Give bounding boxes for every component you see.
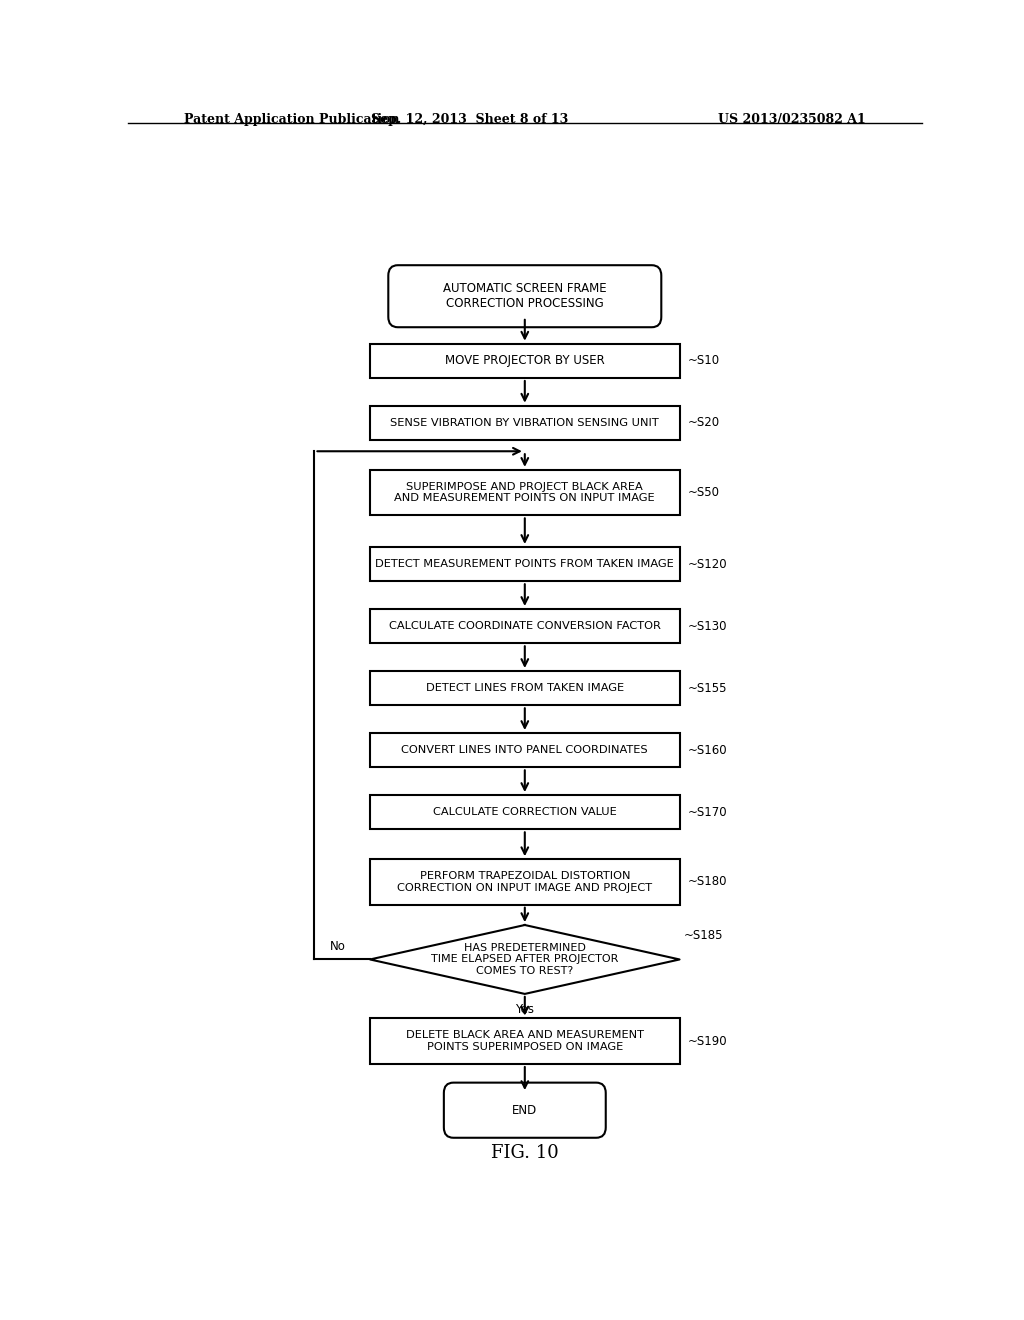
Text: ~S20: ~S20: [687, 416, 720, 429]
Text: HAS PREDETERMINED
TIME ELAPSED AFTER PROJECTOR
COMES TO REST?: HAS PREDETERMINED TIME ELAPSED AFTER PRO…: [431, 942, 618, 975]
Text: SUPERIMPOSE AND PROJECT BLACK AREA
AND MEASUREMENT POINTS ON INPUT IMAGE: SUPERIMPOSE AND PROJECT BLACK AREA AND M…: [394, 482, 655, 503]
Text: PERFORM TRAPEZOIDAL DISTORTION
CORRECTION ON INPUT IMAGE AND PROJECT: PERFORM TRAPEZOIDAL DISTORTION CORRECTIO…: [397, 871, 652, 892]
Text: CALCULATE COORDINATE CONVERSION FACTOR: CALCULATE COORDINATE CONVERSION FACTOR: [389, 622, 660, 631]
Text: ~S155: ~S155: [687, 681, 727, 694]
Text: DELETE BLACK AREA AND MEASUREMENT
POINTS SUPERIMPOSED ON IMAGE: DELETE BLACK AREA AND MEASUREMENT POINTS…: [406, 1031, 644, 1052]
Bar: [370, 1019, 680, 1064]
Text: ~S130: ~S130: [687, 619, 727, 632]
Text: Patent Application Publication: Patent Application Publication: [183, 112, 399, 125]
Bar: [370, 733, 680, 767]
Bar: [370, 470, 680, 515]
Text: CALCULATE CORRECTION VALUE: CALCULATE CORRECTION VALUE: [433, 807, 616, 817]
Text: ~S170: ~S170: [687, 805, 727, 818]
Text: MOVE PROJECTOR BY USER: MOVE PROJECTOR BY USER: [444, 354, 605, 367]
Bar: [370, 795, 680, 829]
Bar: [370, 859, 680, 904]
Text: SENSE VIBRATION BY VIBRATION SENSING UNIT: SENSE VIBRATION BY VIBRATION SENSING UNI…: [390, 418, 659, 428]
Bar: [370, 671, 680, 705]
Text: DETECT LINES FROM TAKEN IMAGE: DETECT LINES FROM TAKEN IMAGE: [426, 684, 624, 693]
Text: DETECT MEASUREMENT POINTS FROM TAKEN IMAGE: DETECT MEASUREMENT POINTS FROM TAKEN IMA…: [376, 560, 674, 569]
Text: FIG. 10: FIG. 10: [490, 1144, 559, 1162]
Text: ~S160: ~S160: [687, 743, 727, 756]
Text: Yes: Yes: [515, 1002, 535, 1015]
Text: No: No: [331, 940, 346, 953]
Text: AUTOMATIC SCREEN FRAME
CORRECTION PROCESSING: AUTOMATIC SCREEN FRAME CORRECTION PROCES…: [443, 282, 606, 310]
Text: CONVERT LINES INTO PANEL COORDINATES: CONVERT LINES INTO PANEL COORDINATES: [401, 746, 648, 755]
Text: ~S180: ~S180: [687, 875, 727, 888]
Bar: [370, 609, 680, 643]
Text: ~S120: ~S120: [687, 557, 727, 570]
Text: END: END: [512, 1104, 538, 1117]
Text: ~S10: ~S10: [687, 354, 720, 367]
Polygon shape: [370, 925, 680, 994]
Bar: [370, 546, 680, 581]
Text: ~S50: ~S50: [687, 486, 720, 499]
FancyBboxPatch shape: [388, 265, 662, 327]
Bar: [370, 343, 680, 378]
Bar: [370, 405, 680, 440]
Text: US 2013/0235082 A1: US 2013/0235082 A1: [718, 112, 866, 125]
FancyBboxPatch shape: [443, 1082, 606, 1138]
Text: ~S190: ~S190: [687, 1035, 727, 1048]
Text: Sep. 12, 2013  Sheet 8 of 13: Sep. 12, 2013 Sheet 8 of 13: [371, 112, 568, 125]
Text: ~S185: ~S185: [684, 929, 723, 942]
